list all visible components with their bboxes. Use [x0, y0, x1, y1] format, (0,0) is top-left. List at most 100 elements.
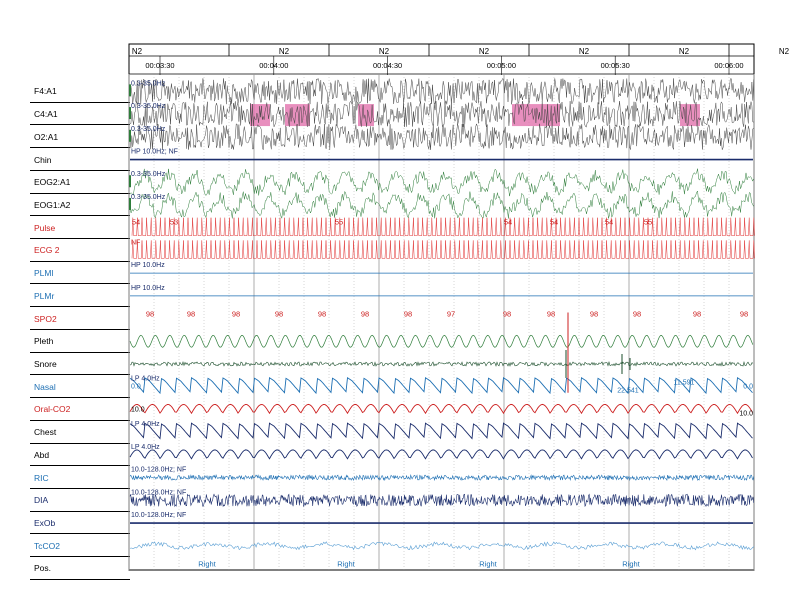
channel-separator — [30, 328, 130, 330]
channel-label: ExOb — [34, 518, 56, 529]
channel-filter-note: 10.0-128.0Hz; NF — [131, 467, 186, 474]
channel-separator — [30, 397, 130, 399]
channel-marker — [129, 175, 131, 188]
trace-oral-co2 — [129, 403, 753, 415]
spo2-value: 98 — [318, 310, 326, 319]
channel-separator — [30, 147, 130, 149]
channel-separator — [30, 192, 130, 194]
channel-label: EOG2:A1 — [34, 177, 71, 188]
channel-label: Pleth — [34, 336, 54, 347]
trace-tcco2 — [129, 541, 755, 551]
channel-label: F4:A1 — [34, 86, 57, 97]
position-value: Right — [337, 559, 355, 568]
pulse-value: 53 — [170, 218, 178, 227]
channel-separator — [30, 101, 130, 103]
channel-separator — [30, 556, 130, 558]
channel-filter-note: NF — [131, 239, 140, 246]
channel-filter-note: LP 4.0Hz — [131, 376, 160, 383]
channel-filter-note: 10.0-128.0Hz; NF — [131, 489, 186, 496]
channel-separator — [30, 533, 130, 535]
channel-filter-note: HP 10.0Hz — [131, 285, 165, 292]
plot-frame — [128, 43, 755, 571]
spo2-value: 98 — [361, 310, 369, 319]
trace-dia — [129, 493, 754, 508]
sleep-stage-label: N2 — [132, 47, 143, 56]
channel-label: Oral-CO2 — [34, 404, 71, 415]
trace-c4-a1 — [129, 100, 754, 128]
channel-separator — [30, 465, 130, 467]
channel-separator — [30, 510, 130, 512]
channel-label: Chin — [34, 154, 52, 165]
channel-separator — [30, 442, 130, 444]
nasal-scale-left: 0.0 — [131, 384, 141, 391]
channel-label: Abd — [34, 449, 50, 460]
channel-separator — [30, 283, 130, 285]
channel-separator — [30, 169, 130, 171]
channel-separator — [30, 215, 130, 217]
spo2-value: 98 — [404, 310, 412, 319]
channel-label: Pos. — [34, 563, 52, 574]
oral-co2-scale-left: 10.0 — [131, 406, 145, 413]
channel-label: Pulse — [34, 222, 56, 233]
channel-separator — [30, 374, 130, 376]
pulse-value: 55 — [644, 218, 652, 227]
channel-filter-note: 10.0-128.0Hz; NF — [131, 512, 186, 519]
trace-eog1-a2 — [129, 190, 754, 220]
channel-filter-note: LP 4.0Hz — [131, 421, 160, 428]
channel-separator — [30, 351, 130, 353]
channel-filter-note: 0.3-35.0Hz — [131, 126, 166, 133]
channel-separator — [30, 419, 130, 421]
channel-filter-note: HP 10.0Hz; NF — [131, 149, 178, 156]
channel-filter-note: LP 4.0Hz — [131, 444, 160, 451]
trace-pleth — [129, 334, 754, 348]
co2-reading: 22.541 — [617, 388, 639, 395]
trace-f4-a1 — [129, 77, 754, 105]
channel-filter-note: HP 10.0Hz — [131, 262, 165, 269]
channel-marker — [129, 107, 131, 120]
co2-reading: 11.591 — [674, 380, 695, 387]
trace-abd — [129, 449, 753, 460]
spo2-value: 98 — [590, 310, 598, 319]
sleep-stage-label: N2 — [779, 47, 790, 56]
channel-label: TcCO2 — [34, 540, 60, 551]
sleep-stage-label: N2 — [479, 47, 490, 56]
channel-label: ECG 2 — [34, 245, 60, 256]
channel-label: RIC — [34, 472, 49, 483]
position-value: Right — [198, 559, 216, 568]
channel-label: SPO2 — [34, 313, 57, 324]
channel-separator — [30, 487, 130, 489]
pulse-value: 54 — [132, 218, 140, 227]
spo2-value: 98 — [275, 310, 283, 319]
pulse-value: 54 — [504, 218, 512, 227]
sleep-stage-label: N2 — [279, 47, 290, 56]
spo2-value: 98 — [503, 310, 511, 319]
channel-label: EOG1:A2 — [34, 199, 71, 210]
channel-filter-note: 0.3-35.0Hz — [131, 103, 166, 110]
channel-marker — [129, 84, 131, 97]
spo2-value: 98 — [740, 310, 748, 319]
channel-separator — [30, 124, 130, 126]
oral-co2-scale-right: 10.0 — [739, 410, 753, 417]
sleep-stage-label: N2 — [679, 47, 690, 56]
channel-filter-note: 0.3-35.0Hz — [131, 194, 166, 201]
channel-separator — [30, 260, 130, 262]
spo2-value: 98 — [547, 310, 555, 319]
trace-eog2-a1 — [129, 168, 754, 197]
spo2-value: 98 — [633, 310, 641, 319]
channel-marker — [129, 197, 131, 210]
trace-pulse — [131, 217, 755, 236]
spo2-value: 98 — [693, 310, 701, 319]
channel-label: Chest — [34, 427, 57, 438]
arousal-marker — [250, 104, 270, 127]
channel-label: DIA — [34, 495, 49, 506]
sleep-stage-label: N2 — [579, 47, 590, 56]
spo2-value: 98 — [232, 310, 240, 319]
sleep-stage-label: N2 — [379, 47, 390, 56]
channel-label: PLMr — [34, 290, 55, 301]
pulse-value: 55 — [335, 218, 343, 227]
channel-separator — [30, 578, 130, 580]
spo2-value: 98 — [187, 310, 195, 319]
channel-separator — [30, 306, 130, 308]
